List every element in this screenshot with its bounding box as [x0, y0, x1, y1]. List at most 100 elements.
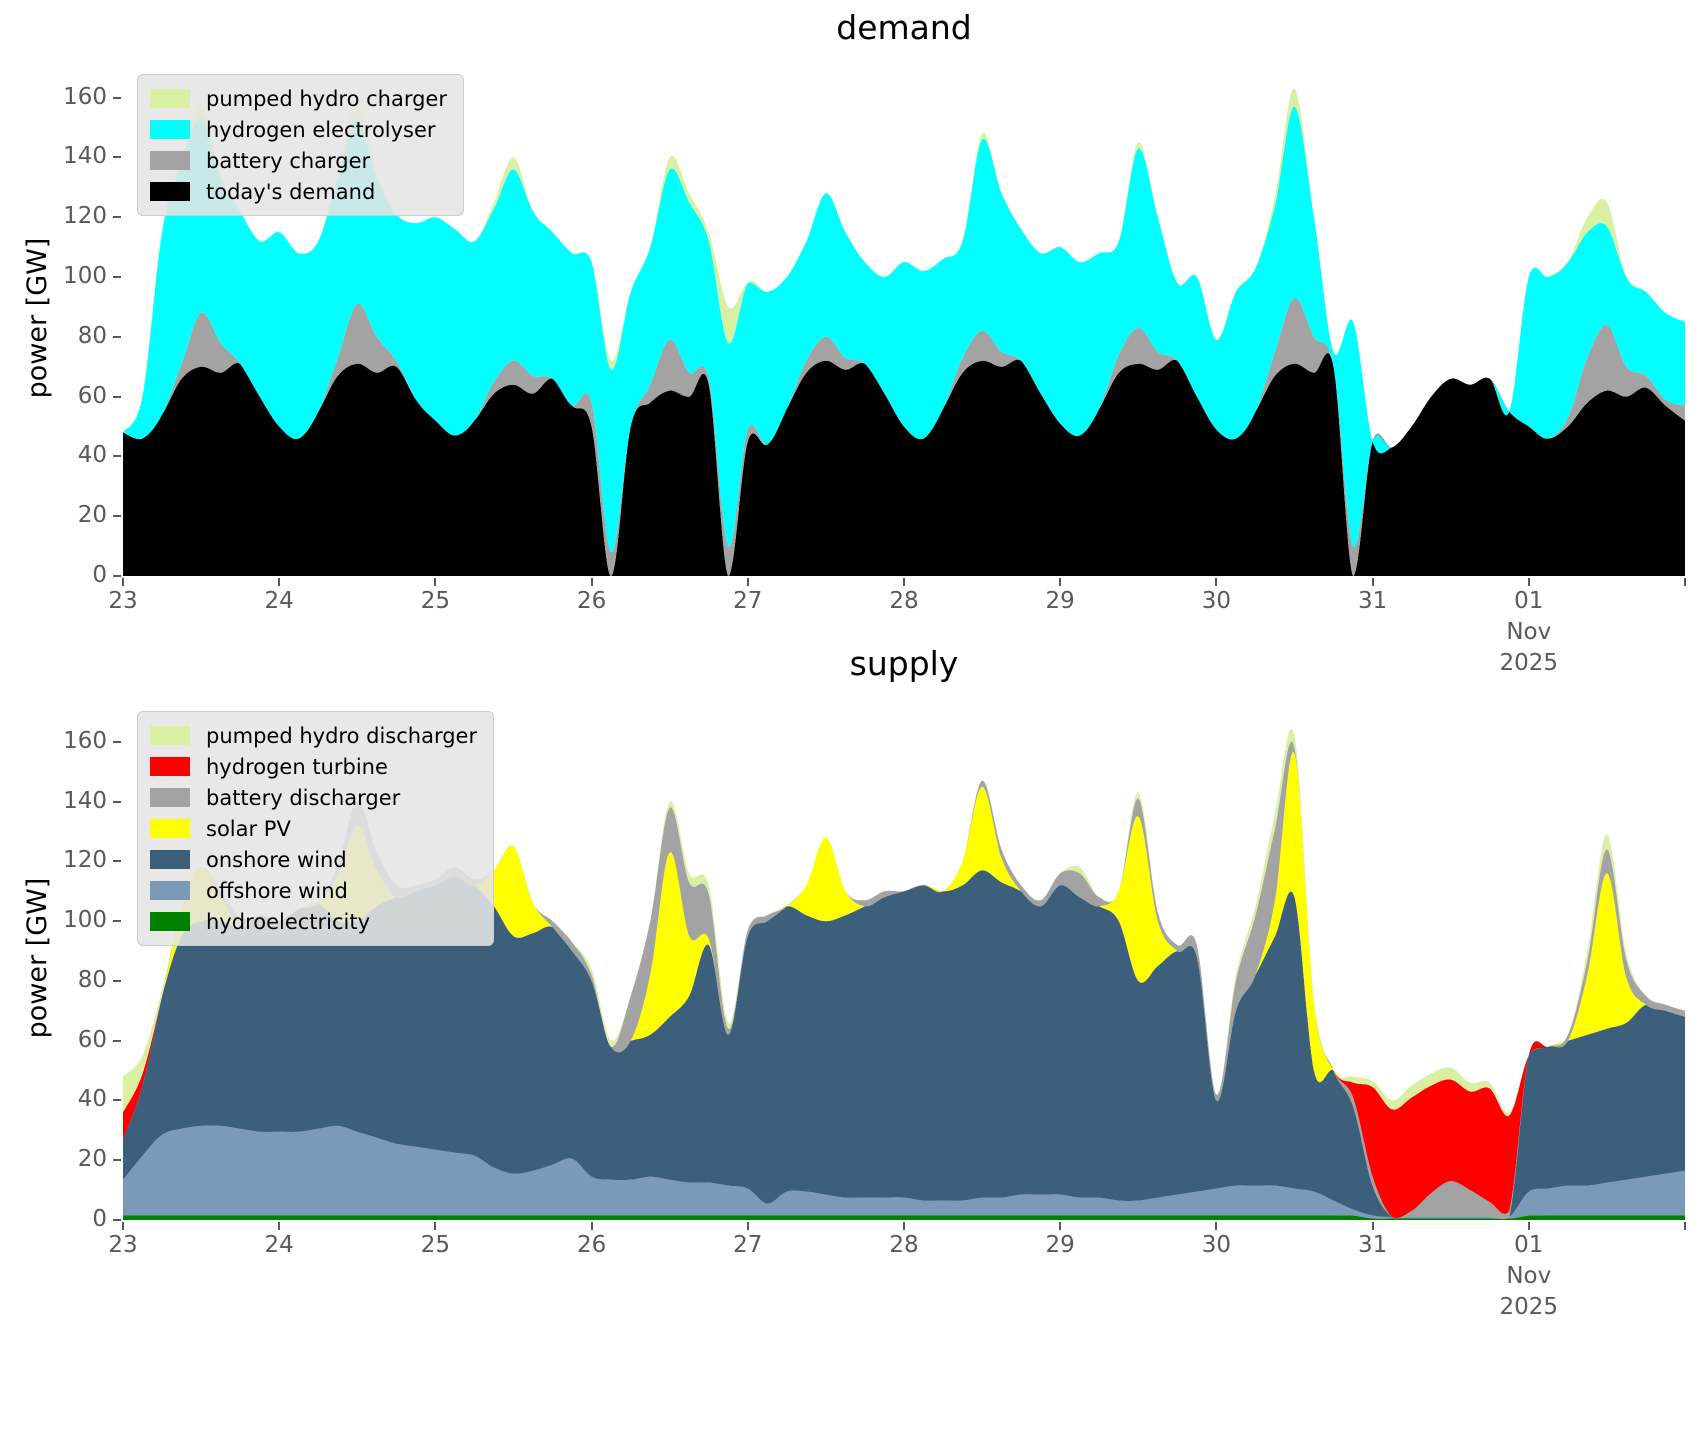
y-tick-label: 120: [63, 203, 107, 230]
legend-item-hydrogen-electrolyser: hydrogen electrolyser: [150, 114, 447, 145]
y-tick-label: 100: [63, 263, 107, 290]
legend-label: battery charger: [206, 148, 371, 173]
hydroelectricity-area: [123, 1215, 1685, 1220]
x-tick-label: 26: [576, 588, 607, 614]
x-tick-label: 29: [1045, 1232, 1075, 1258]
x-tick-mark: [1527, 578, 1530, 586]
offshore-wind-area: [123, 1125, 1685, 1219]
legend-label: today's demand: [206, 179, 376, 204]
x-tick-label: 25: [420, 1232, 451, 1258]
y-tick-label: 20: [77, 502, 107, 529]
x-tick-label: 24: [264, 588, 294, 614]
y-tick-label: 80: [77, 322, 107, 349]
y-tick-mark: [113, 455, 121, 458]
x-tick-mark: [1371, 1222, 1374, 1230]
legend-item-hydrogen-turbine: hydrogen turbine: [150, 751, 477, 782]
onshore-wind-swatch-icon: [150, 850, 190, 869]
x-tick-mark: [1215, 1222, 1218, 1230]
x-tick-mark: [434, 1222, 437, 1230]
legend-label: hydroelectricity: [206, 909, 371, 934]
x-tick-label: 24: [264, 1232, 294, 1258]
x-tick-label: 28: [889, 1232, 919, 1258]
y-tick-mark: [113, 575, 121, 577]
pumped-hydro-discharger-swatch-icon: [150, 726, 190, 745]
x-tick-label: 27: [733, 588, 763, 614]
legend-item-offshore-wind: offshore wind: [150, 875, 477, 906]
legend-label: offshore wind: [206, 878, 348, 903]
x-tick-sublabel: 2025: [1499, 1294, 1559, 1320]
solar-pv-swatch-icon: [150, 819, 190, 838]
hydrogen-turbine-swatch-icon: [150, 757, 190, 776]
x-tick-label: 01: [1514, 588, 1544, 614]
x-tick-label: 25: [420, 588, 451, 614]
x-tick-label: 01: [1514, 1232, 1544, 1258]
legend-item-battery-discharger: battery discharger: [150, 782, 477, 813]
offshore-wind-swatch-icon: [150, 881, 190, 900]
y-tick-mark: [113, 515, 121, 518]
x-tick-label: 28: [889, 588, 919, 614]
x-tick-mark: [1215, 578, 1218, 586]
y-tick-mark: [113, 920, 121, 923]
y-tick-mark: [113, 156, 121, 159]
legend-item-pumped-hydro-discharger: pumped hydro discharger: [150, 720, 477, 751]
x-tick-mark: [746, 1222, 749, 1230]
demand-legend: pumped hydro charger hydrogen electrolyse…: [137, 74, 464, 216]
supply-title: supply: [849, 644, 959, 683]
x-tick-mark: [1371, 578, 1374, 586]
x-tick-mark: [122, 1222, 124, 1230]
legend-item-pumped-hydro-charger: pumped hydro charger: [150, 83, 447, 114]
x-tick-sublabel: Nov: [1506, 1263, 1552, 1289]
supply-plot-area: [123, 728, 1685, 1220]
y-tick-mark: [113, 276, 121, 279]
y-tick-label: 120: [63, 847, 107, 874]
battery-charger-area: [123, 297, 1685, 576]
demand-title: demand: [836, 8, 972, 47]
legend-label: pumped hydro charger: [206, 86, 447, 111]
supply-legend: pumped hydro discharger hydrogen turbine b…: [137, 711, 495, 946]
x-tick-mark: [1059, 578, 1062, 586]
y-tick-mark: [113, 1039, 121, 1042]
y-tick-mark: [113, 96, 121, 99]
legend-item-onshore-wind: onshore wind: [150, 844, 477, 875]
y-tick-label: 0: [92, 1206, 107, 1232]
y-tick-label: 0: [92, 562, 107, 588]
pumped-hydro-charger-swatch-icon: [150, 89, 190, 108]
y-tick-mark: [113, 216, 121, 219]
y-tick-label: 60: [77, 382, 107, 409]
x-tick-mark: [1527, 1222, 1530, 1230]
y-tick-label: 40: [77, 442, 107, 469]
hydrogen-electrolyser-area: [123, 106, 1685, 553]
x-tick-mark: [122, 578, 124, 586]
hydrogen-electrolyser-swatch-icon: [150, 120, 190, 139]
legend-item-solar-pv: solar PV: [150, 813, 477, 844]
y-tick-mark: [113, 979, 121, 982]
legend-label: pumped hydro discharger: [206, 723, 478, 748]
x-tick-sublabel: Nov: [1506, 619, 1552, 645]
x-tick-mark: [278, 1222, 281, 1230]
todays-demand-area: [123, 353, 1685, 576]
legend-item-battery-charger: battery charger: [150, 145, 447, 176]
y-tick-label: 40: [77, 1086, 107, 1113]
x-tick-mark: [590, 578, 593, 586]
y-tick-mark: [113, 1099, 121, 1102]
y-tick-mark: [113, 335, 121, 338]
onshore-wind-area: [123, 870, 1685, 1219]
y-tick-label: 160: [63, 727, 107, 754]
x-tick-mark: [434, 578, 437, 586]
x-tick-label: 23: [108, 1232, 138, 1258]
y-tick-label: 100: [63, 907, 107, 934]
todays-demand-swatch-icon: [150, 182, 190, 201]
x-tick-mark: [903, 578, 905, 586]
legend-item-todays-demand: today's demand: [150, 176, 447, 207]
legend-item-hydroelectricity: hydroelectricity: [150, 906, 477, 937]
legend-label: solar PV: [206, 816, 291, 841]
y-tick-label: 80: [77, 966, 107, 993]
y-tick-label: 160: [63, 83, 107, 110]
x-tick-label: 30: [1201, 588, 1232, 614]
x-tick-label: 31: [1357, 1232, 1388, 1258]
x-tick-mark: [590, 1222, 593, 1230]
y-tick-mark: [113, 860, 121, 863]
x-tick-mark: [746, 578, 749, 586]
x-tick-label: 26: [576, 1232, 607, 1258]
